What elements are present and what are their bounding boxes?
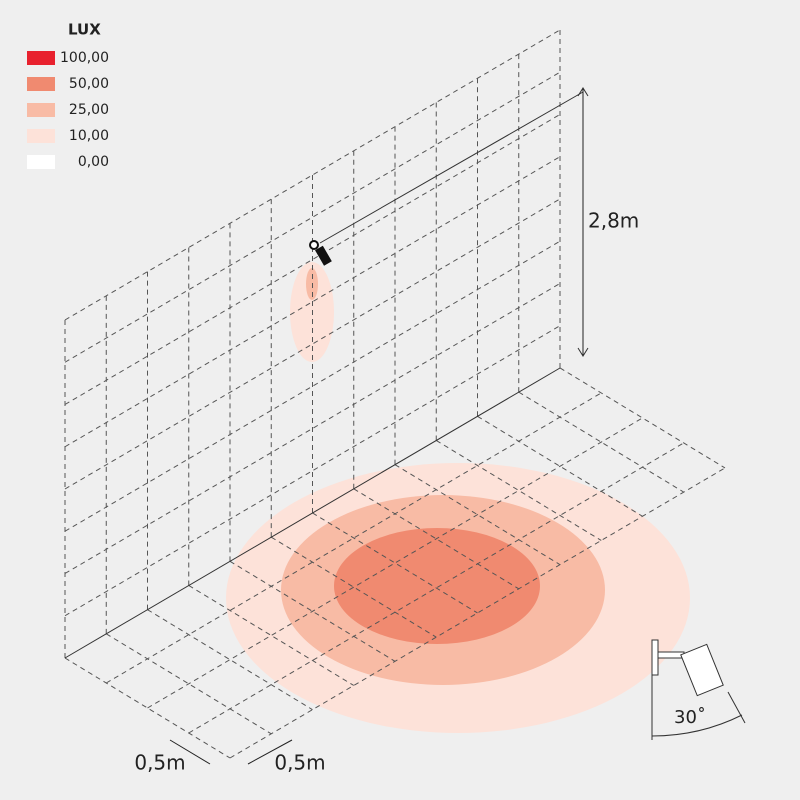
angle-label: 30˚ bbox=[674, 707, 706, 728]
height-dimension bbox=[577, 87, 589, 357]
legend-title: LUX bbox=[68, 21, 101, 39]
legend-swatch bbox=[27, 51, 55, 65]
legend-label: 25,00 bbox=[69, 102, 109, 118]
grid-line bbox=[229, 467, 726, 759]
grid-line bbox=[147, 417, 643, 709]
legend-label: 10,00 bbox=[69, 128, 109, 144]
grid-line bbox=[64, 283, 561, 574]
width-label: 0,5m bbox=[274, 751, 325, 775]
legend-swatch bbox=[27, 77, 55, 91]
grid-line bbox=[64, 71, 561, 363]
grid-line bbox=[64, 29, 561, 321]
grid-line bbox=[64, 240, 561, 532]
legend-swatch bbox=[27, 103, 55, 117]
wall-luminaire bbox=[309, 240, 332, 266]
legend-label: 50,00 bbox=[69, 76, 109, 92]
legend: 100,00 50,00 25,00 10,00 0,00 bbox=[27, 50, 109, 170]
legend-label: 0,00 bbox=[78, 154, 109, 170]
height-label: 2,8m bbox=[588, 209, 639, 233]
legend-swatch bbox=[27, 129, 55, 143]
grid-line bbox=[64, 156, 561, 448]
grid-line bbox=[64, 325, 561, 617]
reference-line bbox=[319, 91, 584, 244]
legend-label: 100,00 bbox=[60, 50, 109, 66]
luminaire-detail bbox=[651, 639, 746, 740]
grid bbox=[64, 29, 726, 759]
wall-base bbox=[64, 367, 561, 659]
grid-line bbox=[64, 114, 561, 405]
grid-line bbox=[64, 198, 561, 490]
grid-dimensions bbox=[169, 739, 293, 765]
grid-line bbox=[105, 392, 602, 684]
depth-label: 0,5m bbox=[134, 751, 185, 775]
legend-swatch bbox=[27, 155, 55, 169]
grid-line bbox=[188, 442, 685, 734]
